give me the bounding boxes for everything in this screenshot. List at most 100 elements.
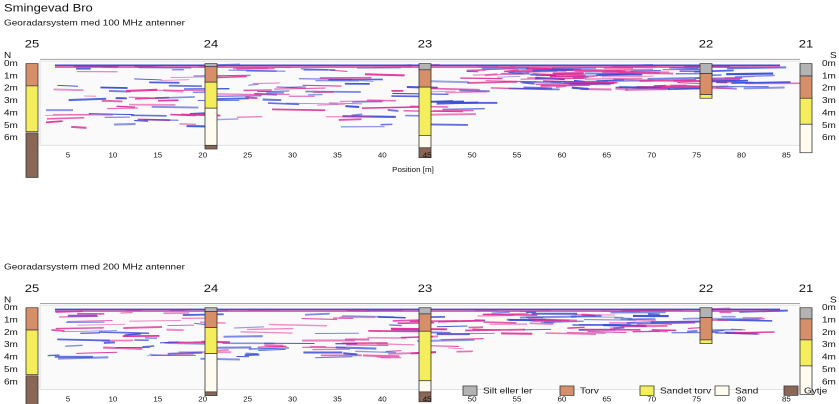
radar-reflection xyxy=(129,319,181,322)
radar-reflection xyxy=(677,81,703,85)
radar-reflection xyxy=(256,93,290,96)
borehole-layer xyxy=(799,97,813,125)
position-tick: 45 xyxy=(423,395,432,403)
radar-reflection xyxy=(194,322,206,326)
borehole-layer xyxy=(204,107,218,146)
position-tick: 20 xyxy=(198,395,207,403)
radar-reflection xyxy=(167,351,203,355)
borehole-layer xyxy=(699,317,713,341)
borehole-layer xyxy=(699,73,713,95)
radar-reflection xyxy=(338,118,362,121)
radar-reflection xyxy=(76,351,118,354)
radar-reflection xyxy=(669,66,699,70)
borehole-layer xyxy=(418,330,432,382)
radar-reflection xyxy=(71,125,87,129)
depth-label: 5m xyxy=(4,365,18,374)
radar-reflection xyxy=(274,87,326,90)
radar-reflection xyxy=(166,328,184,332)
radar-reflection xyxy=(571,86,589,90)
radar-reflection xyxy=(45,120,63,124)
depth-label: 4m xyxy=(822,108,836,117)
position-tick: 20 xyxy=(198,151,207,159)
radar-reflection xyxy=(223,335,263,338)
radar-reflection xyxy=(734,74,775,78)
radar-reflection xyxy=(563,82,615,85)
radar-reflection xyxy=(617,71,674,75)
radar-reflection xyxy=(123,325,163,329)
depth-label: 6m xyxy=(4,377,18,386)
legend-label: Silt eller ler xyxy=(483,386,532,395)
radar-reflection xyxy=(317,103,345,106)
compass-label: N xyxy=(4,51,11,60)
depth-label: 2m xyxy=(4,83,18,92)
radar-reflection xyxy=(615,87,628,91)
radar-reflection xyxy=(160,79,190,81)
radar-reflection xyxy=(286,85,307,88)
radar-reflection xyxy=(335,346,377,350)
radar-reflection xyxy=(214,75,247,79)
position-tick: 60 xyxy=(557,151,566,159)
borehole-layer xyxy=(699,339,713,344)
radar-reflection xyxy=(248,347,289,350)
borehole-layer xyxy=(799,318,813,341)
borehole-layer xyxy=(25,85,39,133)
radar-reflection xyxy=(51,328,65,332)
radar-reflection xyxy=(302,84,342,87)
borehole-label: 22 xyxy=(699,282,714,295)
radar-reflection xyxy=(440,338,484,341)
position-tick: 65 xyxy=(602,151,611,159)
radar-reflection xyxy=(670,84,701,87)
depth-label: 1m xyxy=(822,315,836,324)
depth-label: 2m xyxy=(4,327,18,336)
radar-reflection xyxy=(107,107,138,110)
radar-reflection xyxy=(620,317,656,321)
position-tick: 50 xyxy=(468,151,477,159)
radar-reflection xyxy=(328,102,362,105)
radar-reflection xyxy=(540,83,598,86)
depth-label: 4m xyxy=(4,108,18,117)
compass-label: S xyxy=(830,51,837,60)
legend-swatch xyxy=(783,385,799,396)
radar-reflection xyxy=(566,331,606,334)
position-tick: 35 xyxy=(333,151,342,159)
borehole-layer xyxy=(204,81,218,109)
radar-reflection xyxy=(170,113,197,117)
position-tick: 15 xyxy=(153,151,162,159)
radar-reflection xyxy=(234,326,265,329)
radar-reflection xyxy=(630,69,662,72)
position-tick: 25 xyxy=(243,151,252,159)
radar-reflection xyxy=(540,84,591,87)
radar-reflection xyxy=(45,114,92,116)
radar-reflection xyxy=(101,99,123,103)
radar-reflection xyxy=(388,352,411,355)
borehole-layer xyxy=(204,391,218,396)
depth-label: 1m xyxy=(822,71,836,80)
borehole-label: 24 xyxy=(204,282,219,295)
radar-reflection xyxy=(359,79,374,82)
radar-reflection xyxy=(240,331,293,334)
position-tick: 75 xyxy=(692,151,701,159)
borehole-layer xyxy=(25,132,39,178)
radar-reflection xyxy=(460,77,503,80)
radar-reflection xyxy=(466,69,486,72)
position-tick: 55 xyxy=(513,151,522,159)
radar-reflection xyxy=(216,95,262,97)
radar-reflection xyxy=(587,330,627,334)
radar-reflection xyxy=(376,356,392,359)
radar-reflection xyxy=(182,313,224,317)
radar-reflection xyxy=(57,356,109,360)
depth-label: 4m xyxy=(4,352,18,361)
depth-label: 0m xyxy=(822,303,836,312)
position-tick: 80 xyxy=(737,151,746,159)
radar-reflection xyxy=(269,323,327,327)
position-tick: 85 xyxy=(782,151,791,159)
radar-reflection xyxy=(142,345,155,348)
radar-reflection xyxy=(403,110,464,113)
radar-reflection xyxy=(116,105,136,108)
radar-reflection xyxy=(377,316,406,319)
borehole-layer xyxy=(418,391,432,403)
position-tick: 5 xyxy=(66,395,70,403)
depth-label: 3m xyxy=(822,340,836,349)
position-tick: 30 xyxy=(288,151,297,159)
